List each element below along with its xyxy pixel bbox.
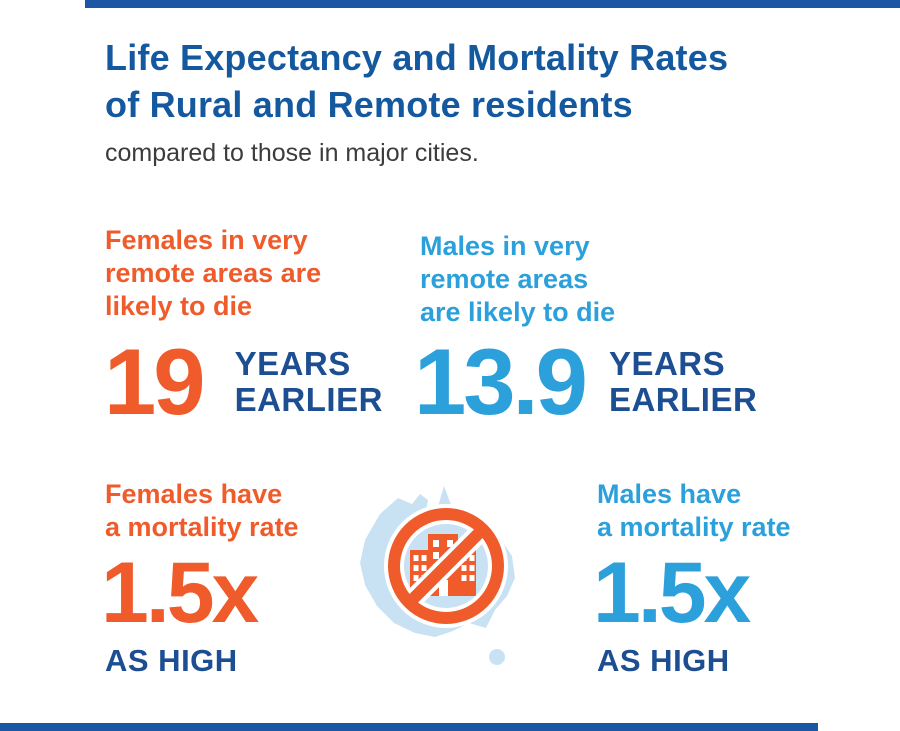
male-mortality-lead-line1: Males have xyxy=(597,479,742,509)
male-life-unit-line2: EARLIER xyxy=(608,381,758,418)
female-mortality-value: 1.5x xyxy=(101,545,259,641)
top-accent-bar xyxy=(85,0,900,8)
female-mortality-lead: Females have a mortality rate xyxy=(105,478,299,544)
australia-map-icon xyxy=(360,486,515,665)
female-life-lead-line2: remote areas are xyxy=(105,258,322,288)
male-mortality-label: AS HIGH xyxy=(597,643,730,678)
female-mortality-label: AS HIGH xyxy=(105,643,238,678)
page-title: Life Expectancy and Mortality Rates of R… xyxy=(105,34,728,128)
male-life-unit-line1: YEARS xyxy=(608,345,726,382)
female-life-value: 19 xyxy=(104,329,206,434)
male-life-stat: 13.9 YEARS EARLIER xyxy=(414,329,757,434)
male-life-unit: YEARS EARLIER xyxy=(609,346,757,418)
female-mortality-lead-line2: a mortality rate xyxy=(105,512,299,542)
female-life-lead-line3: likely to die xyxy=(105,291,253,321)
male-mortality-lead-line2: a mortality rate xyxy=(597,512,791,542)
page-title-line1: Life Expectancy and Mortality Rates xyxy=(105,37,729,78)
female-life-lead-line1: Females in very xyxy=(105,225,308,255)
male-life-value: 13.9 xyxy=(414,329,588,434)
female-life-lead: Females in very remote areas are likely … xyxy=(105,224,321,323)
page-title-line2: of Rural and Remote residents xyxy=(105,84,633,125)
female-life-unit-line1: YEARS xyxy=(234,345,351,382)
male-life-lead-line1: Males in very xyxy=(420,231,590,261)
female-life-unit: YEARS EARLIER xyxy=(235,346,383,418)
bottom-accent-bar xyxy=(0,723,818,731)
male-mortality-value: 1.5x xyxy=(593,545,751,641)
page-subtitle: compared to those in major cities. xyxy=(105,139,479,167)
prohibition-sign-icon xyxy=(384,504,508,628)
male-life-lead-line2: remote areas xyxy=(420,264,589,294)
male-life-lead-line3: are likely to die xyxy=(420,297,616,327)
male-mortality-lead: Males have a mortality rate xyxy=(597,478,791,544)
female-mortality-lead-line1: Females have xyxy=(105,479,283,509)
female-life-stat: 19 YEARS EARLIER xyxy=(104,329,383,434)
australia-no-city-icon xyxy=(336,484,564,676)
male-life-lead: Males in very remote areas are likely to… xyxy=(420,230,615,329)
tasmania-dot xyxy=(489,649,505,665)
female-life-unit-line2: EARLIER xyxy=(234,381,383,418)
